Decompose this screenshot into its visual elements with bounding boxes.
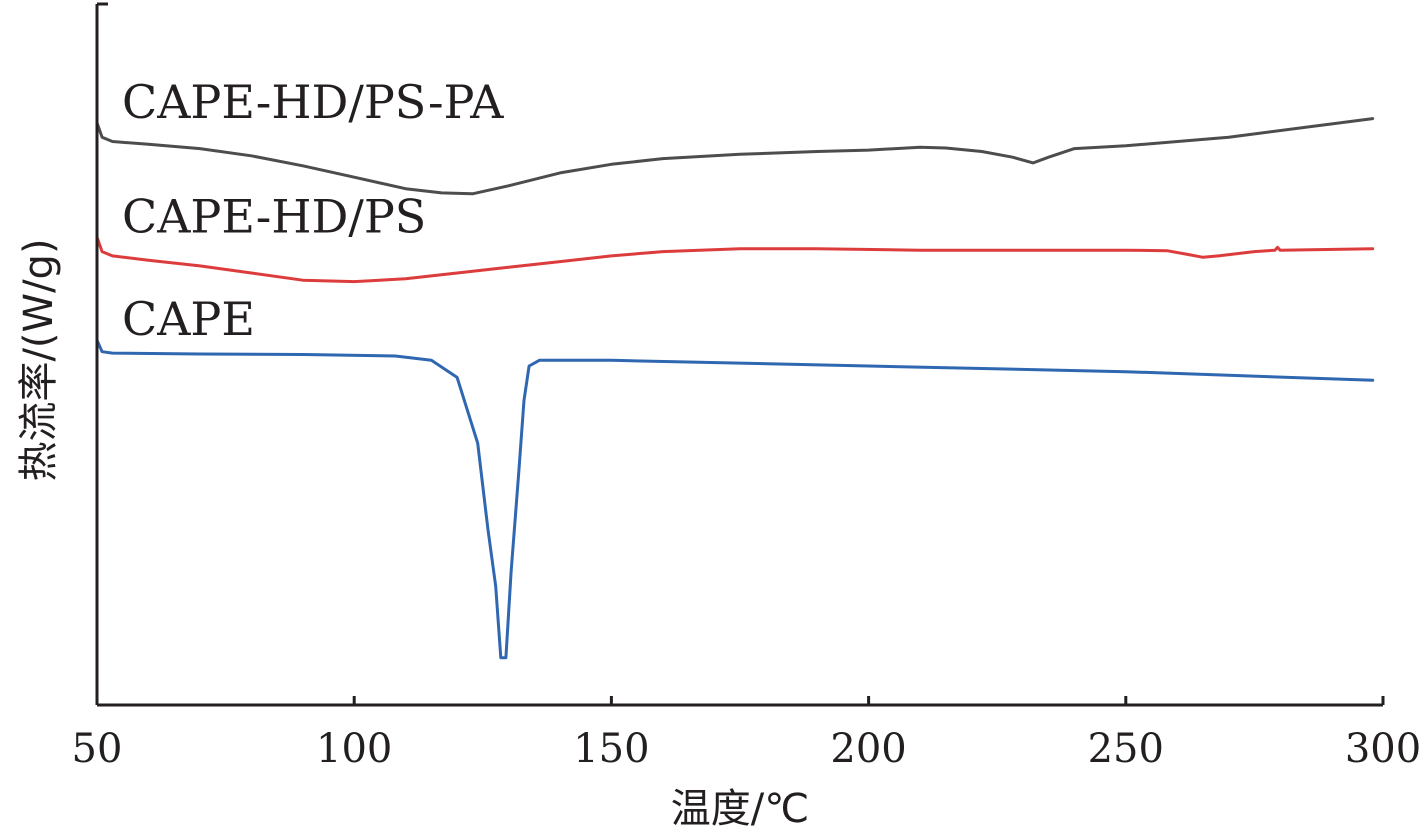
series-layer xyxy=(95,117,1375,660)
x-tick-label: 300 xyxy=(1345,726,1421,772)
series-label-1: CAPE-HD/PS xyxy=(122,189,426,243)
x-tick-label: 100 xyxy=(316,726,392,772)
series-line-2 xyxy=(95,338,1375,660)
axis-layer xyxy=(95,2,1383,707)
x-tick-label: 50 xyxy=(72,726,123,772)
x-axis-label: 温度/℃ xyxy=(671,786,809,832)
series-label-0: CAPE-HD/PS-PA xyxy=(122,75,504,129)
series-line-0 xyxy=(95,117,1375,196)
series-label-layer: CAPE-HD/PS-PA CAPE-HD/PS CAPE xyxy=(122,75,504,346)
x-tick-layer: 50 100 150 200 250 300 xyxy=(72,696,1421,772)
y-axis-label: 热流率/(W/g) xyxy=(16,238,62,481)
x-tick-label: 150 xyxy=(573,726,649,772)
series-label-2: CAPE xyxy=(122,292,255,346)
x-tick-label: 200 xyxy=(830,726,906,772)
x-tick-label: 250 xyxy=(1088,726,1164,772)
series-line-1 xyxy=(95,235,1375,284)
